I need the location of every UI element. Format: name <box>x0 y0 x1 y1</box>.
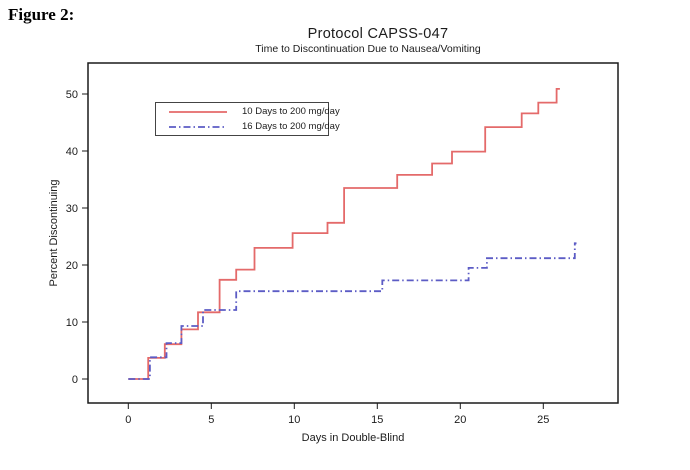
x-tick-label: 0 <box>125 414 131 426</box>
x-tick-label: 5 <box>208 414 214 426</box>
dash-dot-line-icon <box>169 125 227 128</box>
plot-frame <box>87 62 619 404</box>
x-tick-label: 15 <box>371 414 383 426</box>
y-axis-title: Percent Discontinuing <box>48 179 60 287</box>
x-tick-label: 20 <box>454 414 466 426</box>
y-tick-label: 50 <box>66 89 78 101</box>
y-tick-label: 30 <box>66 203 78 215</box>
y-tick-label: 40 <box>66 146 78 158</box>
legend-item-16-days: 16 Days to 200 mg/day <box>156 120 340 133</box>
figure-label: Figure 2: <box>8 5 75 24</box>
y-tick-label: 10 <box>66 317 78 329</box>
legend-label: 10 Days to 200 mg/day <box>242 106 340 117</box>
series-line-10-days <box>128 88 560 380</box>
chart-title: Protocol CAPSS-047 <box>307 26 449 42</box>
y-tick-label: 20 <box>66 260 78 272</box>
solid-line-icon <box>169 110 227 113</box>
y-tick-label: 0 <box>72 374 78 386</box>
legend-label: 16 Days to 200 mg/day <box>242 121 340 132</box>
x-tick-label: 10 <box>288 414 300 426</box>
series-line-16-days <box>128 242 577 380</box>
legend-item-10-days: 10 Days to 200 mg/day <box>156 105 340 118</box>
x-tick-label: 25 <box>537 414 549 426</box>
chart-subtitle: Time to Discontinuation Due to Nausea/Vo… <box>255 43 481 55</box>
legend: 10 Days to 200 mg/day 16 Days to 200 mg/… <box>155 102 340 136</box>
x-axis-title: Days in Double-Blind <box>301 432 405 444</box>
